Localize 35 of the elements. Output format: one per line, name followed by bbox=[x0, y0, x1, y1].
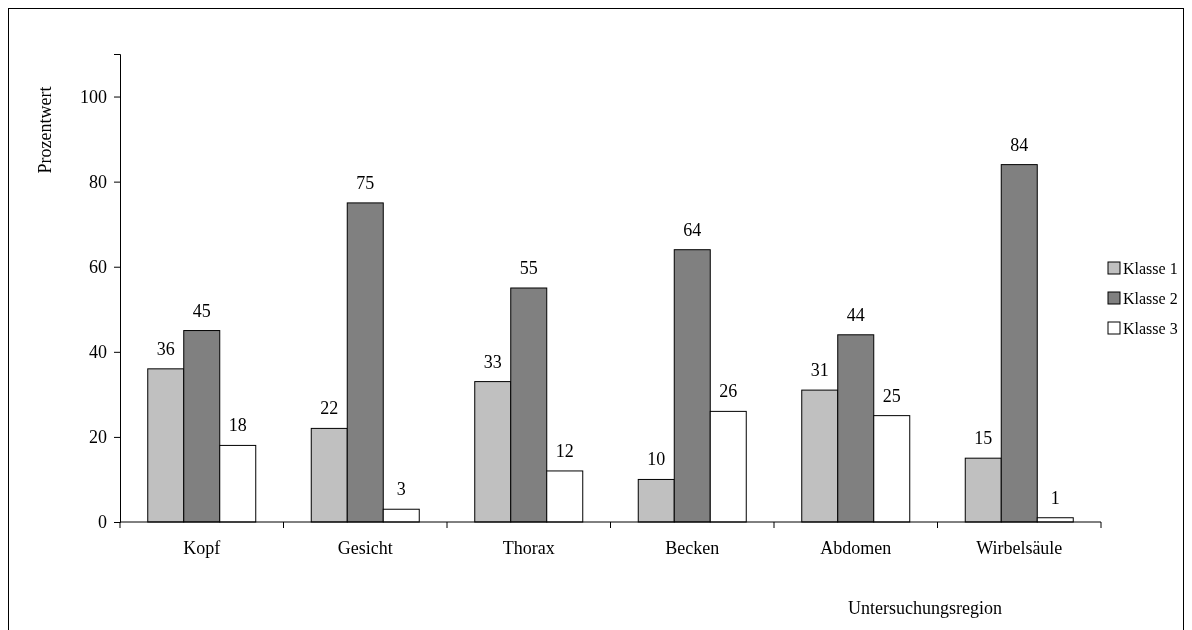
x-tick-label: Thorax bbox=[502, 538, 555, 558]
data-label: 26 bbox=[719, 381, 738, 402]
data-label: 10 bbox=[647, 449, 666, 470]
data-label: 33 bbox=[483, 351, 502, 372]
data-label: 31 bbox=[810, 360, 829, 381]
data-label: 44 bbox=[846, 304, 865, 325]
data-label: 22 bbox=[320, 398, 339, 419]
x-tick-label: Abdomen bbox=[820, 538, 892, 558]
x-tick-label: Gesicht bbox=[337, 538, 393, 558]
data-label: 84 bbox=[1010, 134, 1029, 155]
x-tick-label: Becken bbox=[665, 538, 720, 558]
data-label: 75 bbox=[356, 172, 375, 193]
data-label: 36 bbox=[156, 338, 175, 359]
x-tick-label: Wirbelsäule bbox=[976, 538, 1063, 558]
data-label: 1 bbox=[1050, 487, 1060, 508]
y-tick-label: 100 bbox=[80, 86, 107, 107]
data-label: 64 bbox=[683, 219, 702, 240]
x-axis-title: Untersuchungsregion bbox=[848, 598, 1002, 618]
y-tick-label: 40 bbox=[89, 342, 107, 363]
data-label: 15 bbox=[974, 428, 993, 449]
data-label: 12 bbox=[555, 440, 574, 461]
legend-label: Klasse 1 bbox=[1123, 260, 1178, 277]
y-tick-label: 0 bbox=[98, 512, 107, 533]
y-tick-label: 80 bbox=[89, 171, 107, 192]
data-label: 3 bbox=[396, 479, 406, 500]
y-axis-title: Prozentwert bbox=[35, 86, 55, 174]
y-tick-label: 60 bbox=[89, 256, 107, 277]
data-label: 18 bbox=[228, 415, 247, 436]
data-label: 55 bbox=[519, 258, 538, 278]
legend-label: Klasse 2 bbox=[1123, 290, 1178, 307]
legend-label: Klasse 3 bbox=[1123, 320, 1178, 337]
x-tick-label: Kopf bbox=[183, 538, 221, 558]
data-label: 45 bbox=[192, 300, 211, 321]
data-label: 25 bbox=[882, 385, 901, 406]
y-tick-label: 20 bbox=[89, 427, 107, 448]
